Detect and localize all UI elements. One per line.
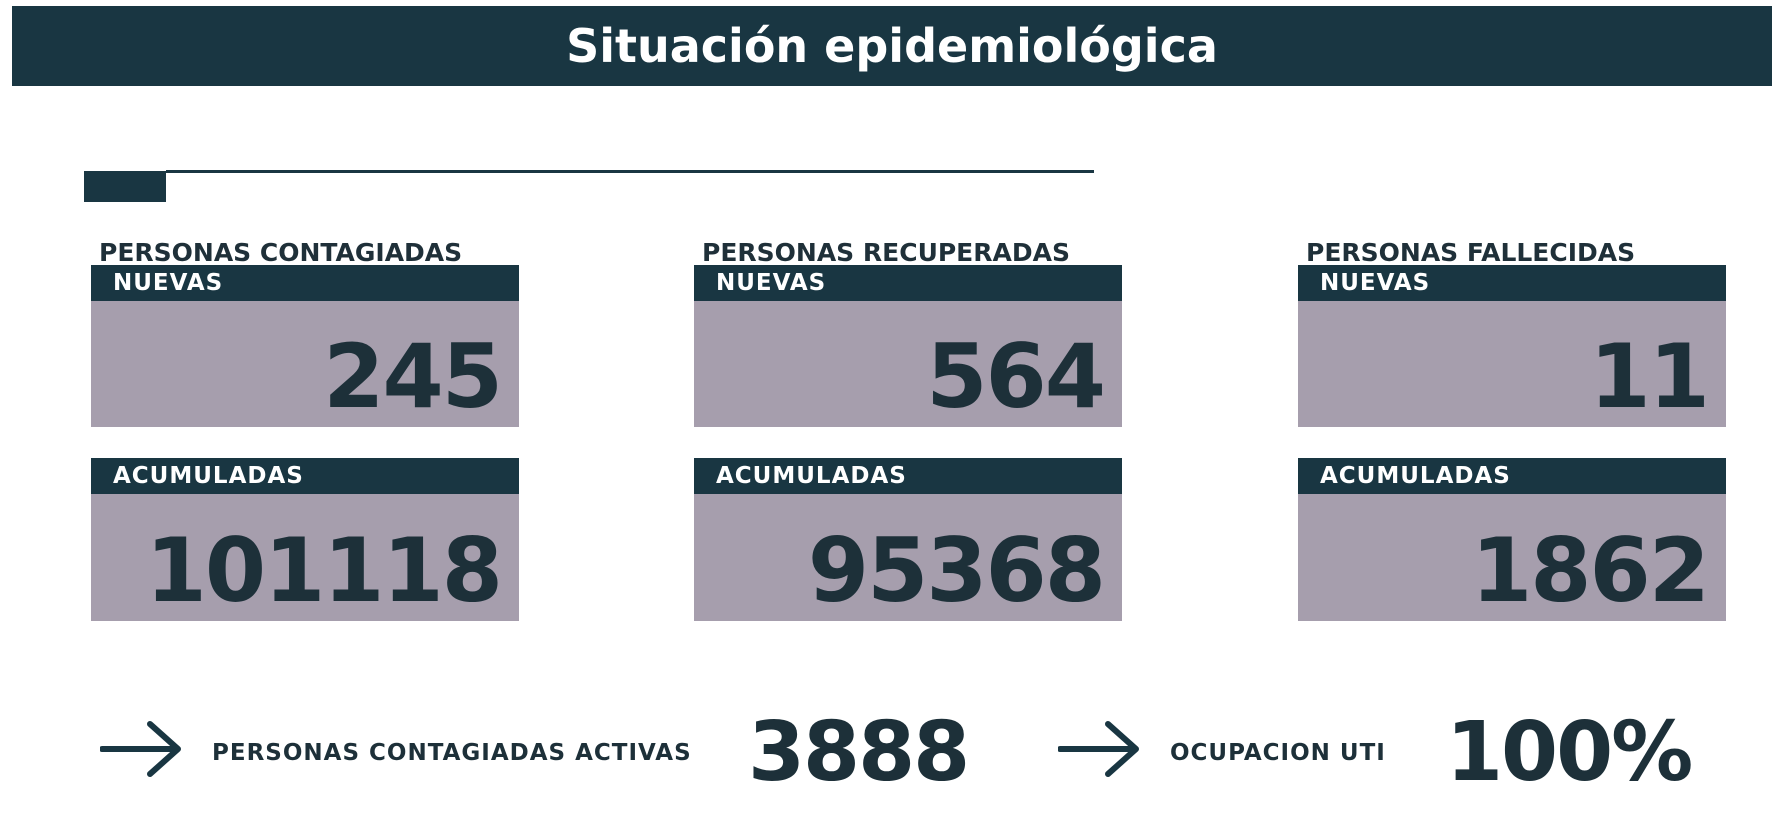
arrow-right-icon: [1058, 721, 1139, 777]
card-recuperadas-nuevas: NUEVAS 564: [694, 265, 1122, 427]
activas-label: PERSONAS CONTAGIADAS ACTIVAS: [212, 740, 692, 766]
card-value: 564: [926, 325, 1106, 428]
card-label: ACUMULADAS: [1298, 458, 1726, 494]
section-title-recuperadas: PERSONAS RECUPERADAS: [702, 238, 1070, 267]
card-label: ACUMULADAS: [694, 458, 1122, 494]
card-recuperadas-acumuladas: ACUMULADAS 95368: [694, 458, 1122, 621]
arrow-right-icon: [100, 721, 181, 777]
title-banner: Situación epidemiológica: [12, 6, 1772, 86]
card-label: NUEVAS: [91, 265, 519, 301]
uti-value: 100%: [1446, 705, 1693, 800]
divider-line: [166, 170, 1094, 173]
card-value: 95368: [807, 519, 1106, 622]
card-label: NUEVAS: [1298, 265, 1726, 301]
activas-value: 3888: [748, 705, 970, 800]
card-contagiadas-nuevas: NUEVAS 245: [91, 265, 519, 427]
card-value: 11: [1589, 325, 1710, 428]
page-title: Situación epidemiológica: [566, 19, 1218, 73]
card-fallecidas-nuevas: NUEVAS 11: [1298, 265, 1726, 427]
card-label: ACUMULADAS: [91, 458, 519, 494]
uti-label: OCUPACION UTI: [1170, 740, 1386, 766]
card-label: NUEVAS: [694, 265, 1122, 301]
card-contagiadas-acumuladas: ACUMULADAS 101118: [91, 458, 519, 621]
card-fallecidas-acumuladas: ACUMULADAS 1862: [1298, 458, 1726, 621]
card-value: 245: [323, 325, 503, 428]
card-value: 101118: [145, 519, 503, 622]
card-value: 1862: [1471, 519, 1710, 622]
section-title-contagiadas: PERSONAS CONTAGIADAS: [99, 238, 463, 267]
section-title-fallecidas: PERSONAS FALLECIDAS: [1306, 238, 1636, 267]
divider-block: [84, 171, 166, 202]
